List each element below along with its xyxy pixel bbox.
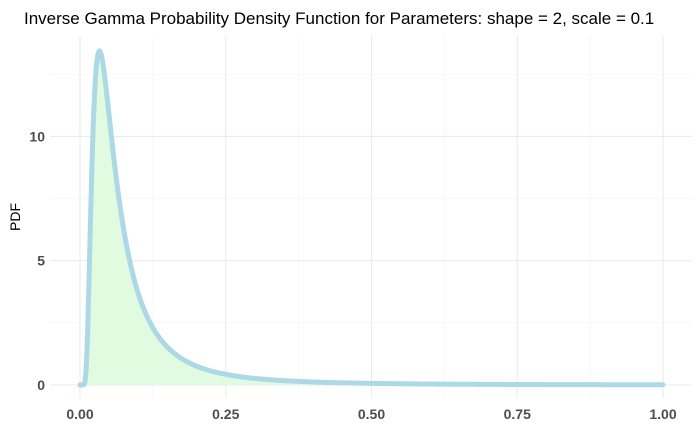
x-tick-label: 0.00 <box>66 406 93 422</box>
chart-title: Inverse Gamma Probability Density Functi… <box>24 9 654 28</box>
x-tick-label: 0.50 <box>358 406 385 422</box>
x-tick-label: 0.75 <box>504 406 531 422</box>
x-axis-ticks: 0.00 0.25 0.50 0.75 1.00 <box>66 406 676 422</box>
y-axis-ticks: 0 5 10 <box>29 128 45 393</box>
y-tick-label: 5 <box>37 253 45 269</box>
y-tick-label: 0 <box>37 377 45 393</box>
pdf-curve-line <box>77 48 666 388</box>
pdf-area-fill <box>80 50 663 386</box>
x-tick-label: 0.25 <box>212 406 239 422</box>
x-tick-label: 1.00 <box>649 406 676 422</box>
y-axis-label: PDF <box>7 203 23 231</box>
y-tick-label: 10 <box>29 128 45 144</box>
